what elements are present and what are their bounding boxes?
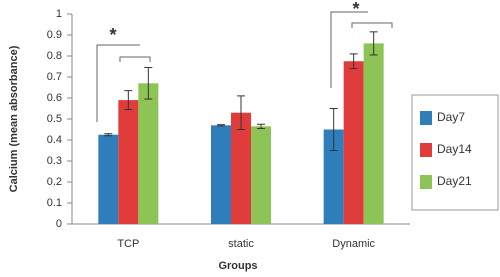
y-tick-label: 1 bbox=[56, 8, 62, 20]
x-axis-title: Groups bbox=[218, 260, 257, 272]
significance-star: * bbox=[352, 0, 359, 19]
y-tick-label: 0.6 bbox=[47, 92, 62, 104]
y-tick-label: 0.3 bbox=[47, 155, 62, 167]
error-bar bbox=[369, 31, 378, 56]
bar bbox=[98, 134, 119, 224]
significance-star: * bbox=[109, 25, 116, 45]
y-tick-label: 0.2 bbox=[47, 176, 62, 188]
bracket bbox=[96, 44, 140, 122]
error-bar bbox=[257, 123, 265, 129]
legend-swatch bbox=[420, 111, 432, 125]
y-tick-label: 0.7 bbox=[47, 71, 62, 83]
y-tick-label: 0.5 bbox=[47, 113, 62, 125]
bar bbox=[363, 43, 384, 225]
error-bar bbox=[217, 124, 225, 127]
error-bar bbox=[237, 95, 245, 130]
error-bar bbox=[104, 133, 113, 137]
bar bbox=[251, 126, 271, 224]
y-tick-label: 0.4 bbox=[47, 134, 62, 146]
x-tick-label: static bbox=[228, 238, 254, 250]
x-tick-label: Dynamic bbox=[332, 238, 375, 250]
bar bbox=[343, 61, 364, 224]
bracket bbox=[330, 11, 368, 88]
bar bbox=[118, 100, 139, 224]
y-tick-label: 0 bbox=[56, 218, 62, 230]
bar bbox=[138, 83, 159, 224]
bracket bbox=[119, 56, 151, 62]
error-bar bbox=[349, 53, 358, 70]
x-tick-label: TCP bbox=[117, 238, 139, 250]
error-bar bbox=[144, 67, 153, 100]
y-tick-label: 0.9 bbox=[47, 29, 62, 41]
legend-swatch bbox=[420, 143, 432, 157]
y-axis-title: Calcium (mean absorbance) bbox=[8, 45, 20, 192]
error-bar bbox=[329, 108, 338, 151]
legend-swatch bbox=[420, 175, 432, 189]
legend-label: Day7 bbox=[437, 110, 465, 124]
legend-label: Day21 bbox=[437, 174, 472, 188]
bar bbox=[231, 112, 251, 224]
significance-brackets bbox=[96, 11, 393, 122]
y-tick-label: 0.8 bbox=[47, 50, 62, 62]
bar bbox=[323, 129, 344, 224]
legend-label: Day14 bbox=[437, 142, 472, 156]
y-tick-label: 0.1 bbox=[47, 197, 62, 209]
bracket bbox=[351, 22, 393, 28]
bar bbox=[211, 125, 231, 224]
error-bar bbox=[124, 90, 133, 111]
